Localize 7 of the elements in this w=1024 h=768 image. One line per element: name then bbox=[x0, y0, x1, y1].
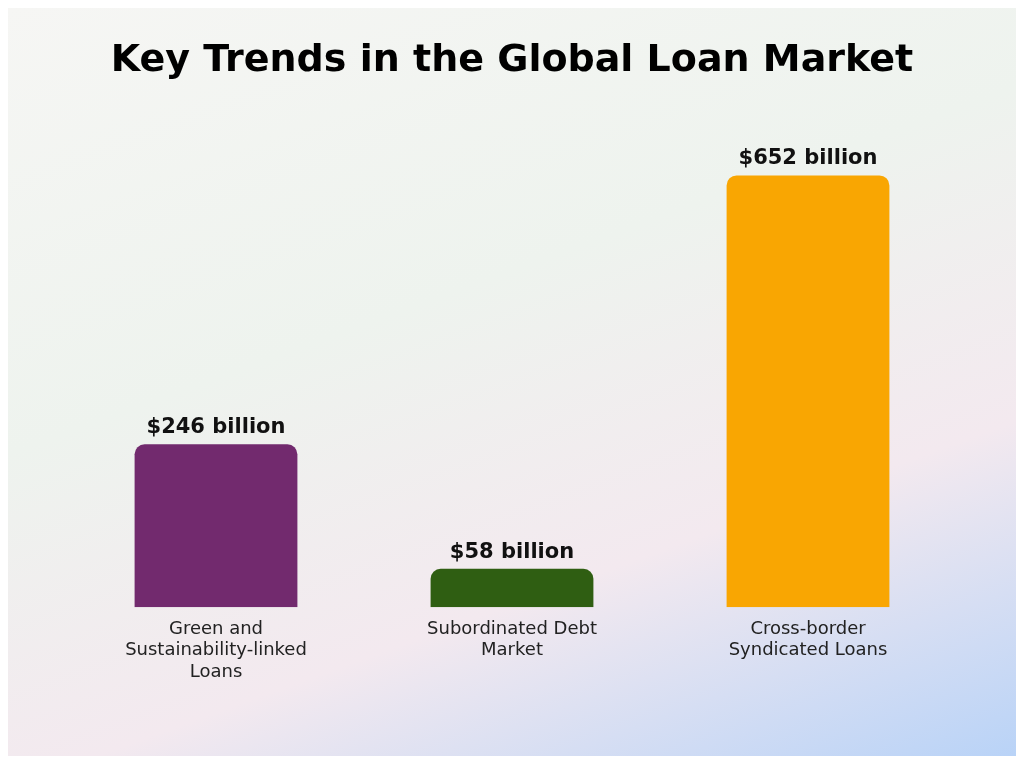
chart-title: Key Trends in the Global Loan Market bbox=[110, 35, 914, 80]
data-label: $58 billion bbox=[449, 538, 575, 563]
x-tick-label: Green and Sustainability-linked Loans bbox=[125, 616, 307, 681]
x-tick-label: Cross-border Syndicated Loans bbox=[728, 616, 888, 660]
x-tick-label: Subordinated Debt Market bbox=[427, 616, 597, 660]
data-label: $652 billion bbox=[738, 145, 878, 170]
data-label: $246 billion bbox=[146, 414, 286, 439]
